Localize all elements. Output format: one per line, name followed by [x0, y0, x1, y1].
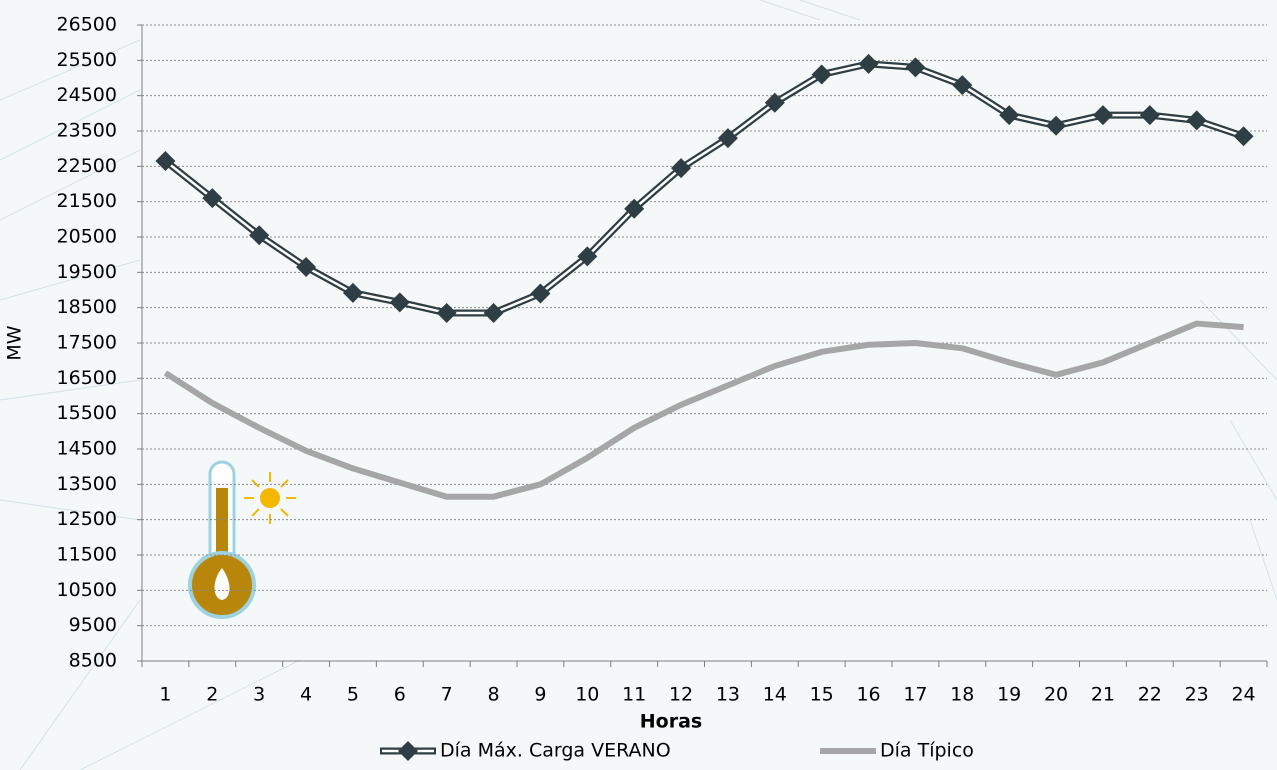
point	[389, 292, 410, 313]
point	[717, 128, 738, 149]
y-tick-label: 12500	[57, 508, 117, 530]
y-tick-label: 16500	[57, 367, 117, 389]
point	[1046, 115, 1067, 136]
x-tick-label: 3	[253, 684, 265, 706]
point	[624, 198, 645, 219]
x-tick-label: 1	[159, 684, 171, 706]
x-tick-label: 10	[575, 684, 599, 706]
point	[764, 92, 785, 113]
y-tick-label: 25500	[57, 49, 117, 71]
y-tick-label: 19500	[57, 261, 117, 283]
x-tick-label: 23	[1185, 684, 1209, 706]
x-tick-label: 12	[669, 684, 693, 706]
series-line	[163, 320, 1244, 500]
x-tick-label: 11	[622, 684, 646, 706]
point	[249, 225, 270, 246]
point	[202, 188, 223, 209]
x-tick-label: 16	[856, 684, 880, 706]
x-tick-label: 20	[1044, 684, 1068, 706]
point	[811, 64, 832, 85]
point	[155, 151, 176, 172]
y-tick-label: 21500	[57, 190, 117, 212]
y-axis-title: MW	[4, 325, 26, 360]
point	[952, 75, 973, 96]
point	[342, 282, 363, 303]
point	[858, 53, 879, 74]
x-tick-label: 14	[763, 684, 787, 706]
y-tick-label: 18500	[57, 296, 117, 318]
point	[1233, 126, 1254, 147]
y-tick-label: 15500	[57, 402, 117, 424]
x-tick-label: 9	[534, 684, 546, 706]
y-tick-label: 26500	[57, 14, 117, 36]
y-tick-label: 20500	[57, 226, 117, 248]
point	[436, 302, 457, 323]
x-tick-label: 19	[997, 684, 1021, 706]
x-tick-label: 13	[716, 684, 740, 706]
y-tick-label: 14500	[57, 438, 117, 460]
x-tick-label: 21	[1091, 684, 1115, 706]
point	[999, 105, 1020, 126]
y-tick-label: 8500	[69, 650, 117, 672]
y-tick-label: 10500	[57, 579, 117, 601]
x-tick-label: 4	[300, 684, 312, 706]
point	[1139, 105, 1160, 126]
point	[1186, 110, 1207, 131]
x-axis-title: Horas	[640, 711, 702, 733]
x-tick-label: 18	[950, 684, 974, 706]
x-tick-label: 6	[394, 684, 406, 706]
point	[296, 257, 317, 278]
thermometer-icon	[188, 460, 296, 619]
x-tick-label: 2	[206, 684, 218, 706]
x-tick-label: 8	[488, 684, 500, 706]
x-tick-label: 22	[1138, 684, 1162, 706]
point	[671, 158, 692, 179]
x-tick-label: 5	[347, 684, 359, 706]
legend-label: Día Típico	[880, 740, 974, 762]
point	[1092, 105, 1113, 126]
series-line	[163, 60, 1245, 317]
y-tick-label: 17500	[57, 332, 117, 354]
legend-marker	[398, 741, 418, 761]
point	[905, 57, 926, 78]
y-tick-label: 22500	[57, 155, 117, 177]
x-tick-label: 24	[1231, 684, 1255, 706]
x-tick-label: 7	[441, 684, 453, 706]
y-tick-label: 9500	[69, 614, 117, 636]
x-tick-label: 17	[903, 684, 927, 706]
point	[530, 283, 551, 304]
y-tick-label: 24500	[57, 84, 117, 106]
point	[577, 246, 598, 267]
legend-label: Día Máx. Carga VERANO	[440, 740, 671, 762]
point	[483, 302, 504, 323]
x-tick-label: 15	[810, 684, 834, 706]
y-tick-label: 13500	[57, 473, 117, 495]
y-tick-label: 23500	[57, 120, 117, 142]
y-tick-label: 11500	[57, 544, 117, 566]
